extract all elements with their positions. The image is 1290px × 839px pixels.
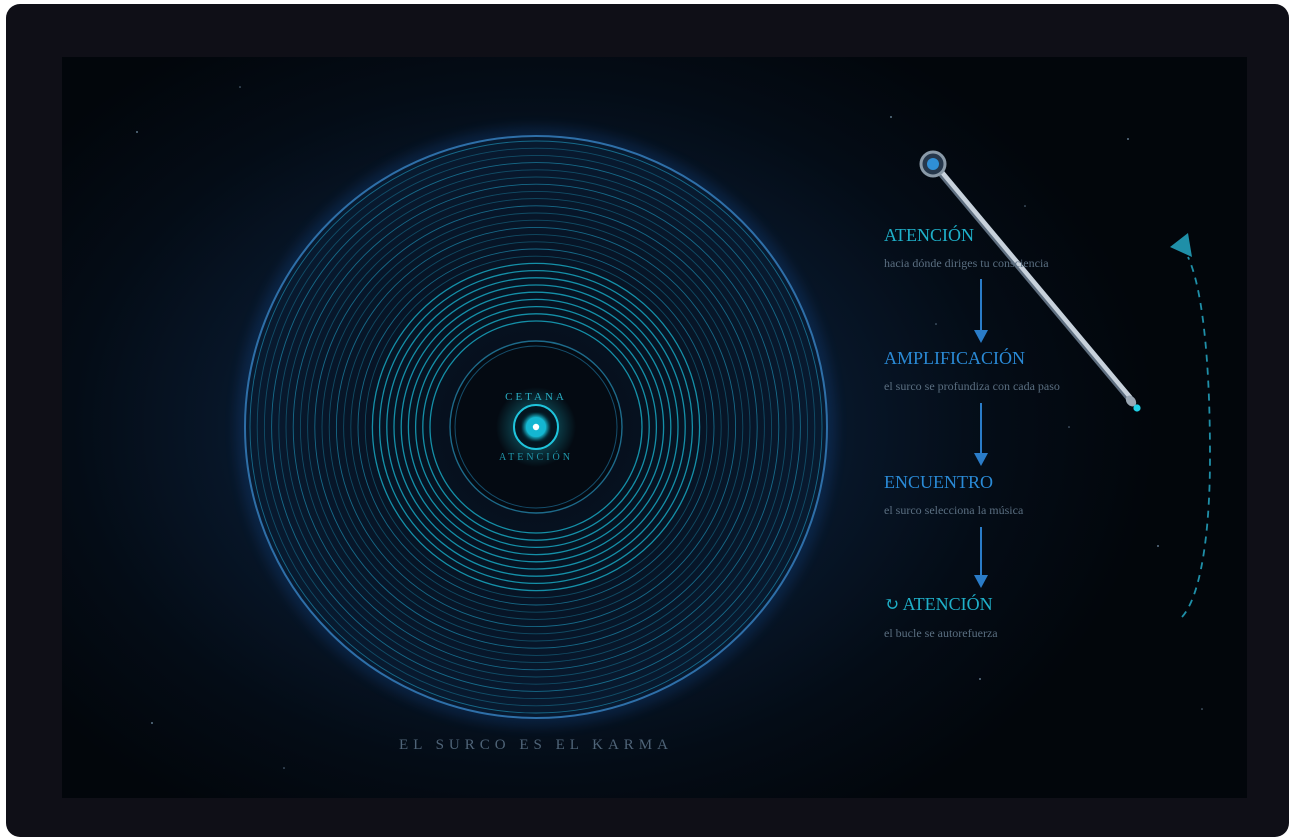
- groove-ring: [328, 219, 744, 635]
- center-top-label: CETANA: [505, 391, 567, 403]
- groove-ring: [343, 234, 729, 620]
- groove-ring: [271, 162, 801, 692]
- flow-arrows: [974, 279, 988, 588]
- groove-ring: [429, 320, 643, 534]
- groove-ring: [407, 298, 665, 556]
- stylus-head: [1125, 395, 1137, 407]
- step-3-desc: el surco selecciona la música: [884, 503, 1024, 517]
- groove-ring: [314, 205, 758, 649]
- groove-ring: [285, 176, 787, 678]
- groove-ring: [263, 154, 809, 700]
- step-3-title: ENCUENTRO: [884, 472, 993, 492]
- groove-ring: [414, 305, 658, 549]
- tonearm[interactable]: [919, 150, 1141, 412]
- step-2-title: AMPLIFICACIÓN: [884, 348, 1026, 368]
- groove-ring: [335, 226, 737, 628]
- groove-ring: [249, 140, 823, 714]
- caption: EL SURCO ES EL KARMA: [399, 737, 673, 753]
- step-4-desc: el bucle se autorefuerza: [884, 626, 998, 640]
- groove-ring: [371, 262, 701, 592]
- window-frame: CETANA ATENCIÓN ATENCIÓN hacia dónde dir…: [6, 4, 1289, 837]
- groove-ring: [364, 255, 708, 599]
- groove-ring: [321, 212, 751, 642]
- groove-ring: [393, 284, 679, 570]
- groove-ring: [307, 198, 765, 656]
- groove-ring: [378, 269, 694, 585]
- groove-ring: [256, 147, 816, 707]
- step-1-title: ATENCIÓN: [884, 225, 974, 245]
- step-2-desc: el surco se profundiza con cada paso: [884, 379, 1060, 393]
- center-bottom-label: ATENCIÓN: [499, 452, 573, 463]
- groove-ring: [278, 169, 794, 685]
- loop-icon: ↻: [884, 594, 900, 614]
- grooves: [249, 140, 823, 714]
- stylus-tip: [1133, 404, 1141, 412]
- groove-ring: [292, 183, 780, 671]
- groove-ring: [386, 277, 686, 577]
- groove-ring: [422, 313, 650, 541]
- stage: CETANA ATENCIÓN ATENCIÓN hacia dónde dir…: [62, 57, 1247, 798]
- step-1-desc: hacia dónde diriges tu consciencia: [884, 256, 1049, 270]
- vinyl-record: [236, 127, 836, 727]
- groove-ring: [350, 241, 722, 613]
- step-4-label: ATENCIÓN: [902, 594, 993, 614]
- groove-ring: [299, 190, 773, 664]
- groove-ring: [357, 248, 715, 606]
- stars: [136, 86, 1203, 769]
- loop-arrow: [1170, 233, 1211, 618]
- scene-svg: [136, 86, 1211, 769]
- step-4-title: ↻ ATENCIÓN: [884, 594, 993, 615]
- groove-ring: [400, 291, 672, 563]
